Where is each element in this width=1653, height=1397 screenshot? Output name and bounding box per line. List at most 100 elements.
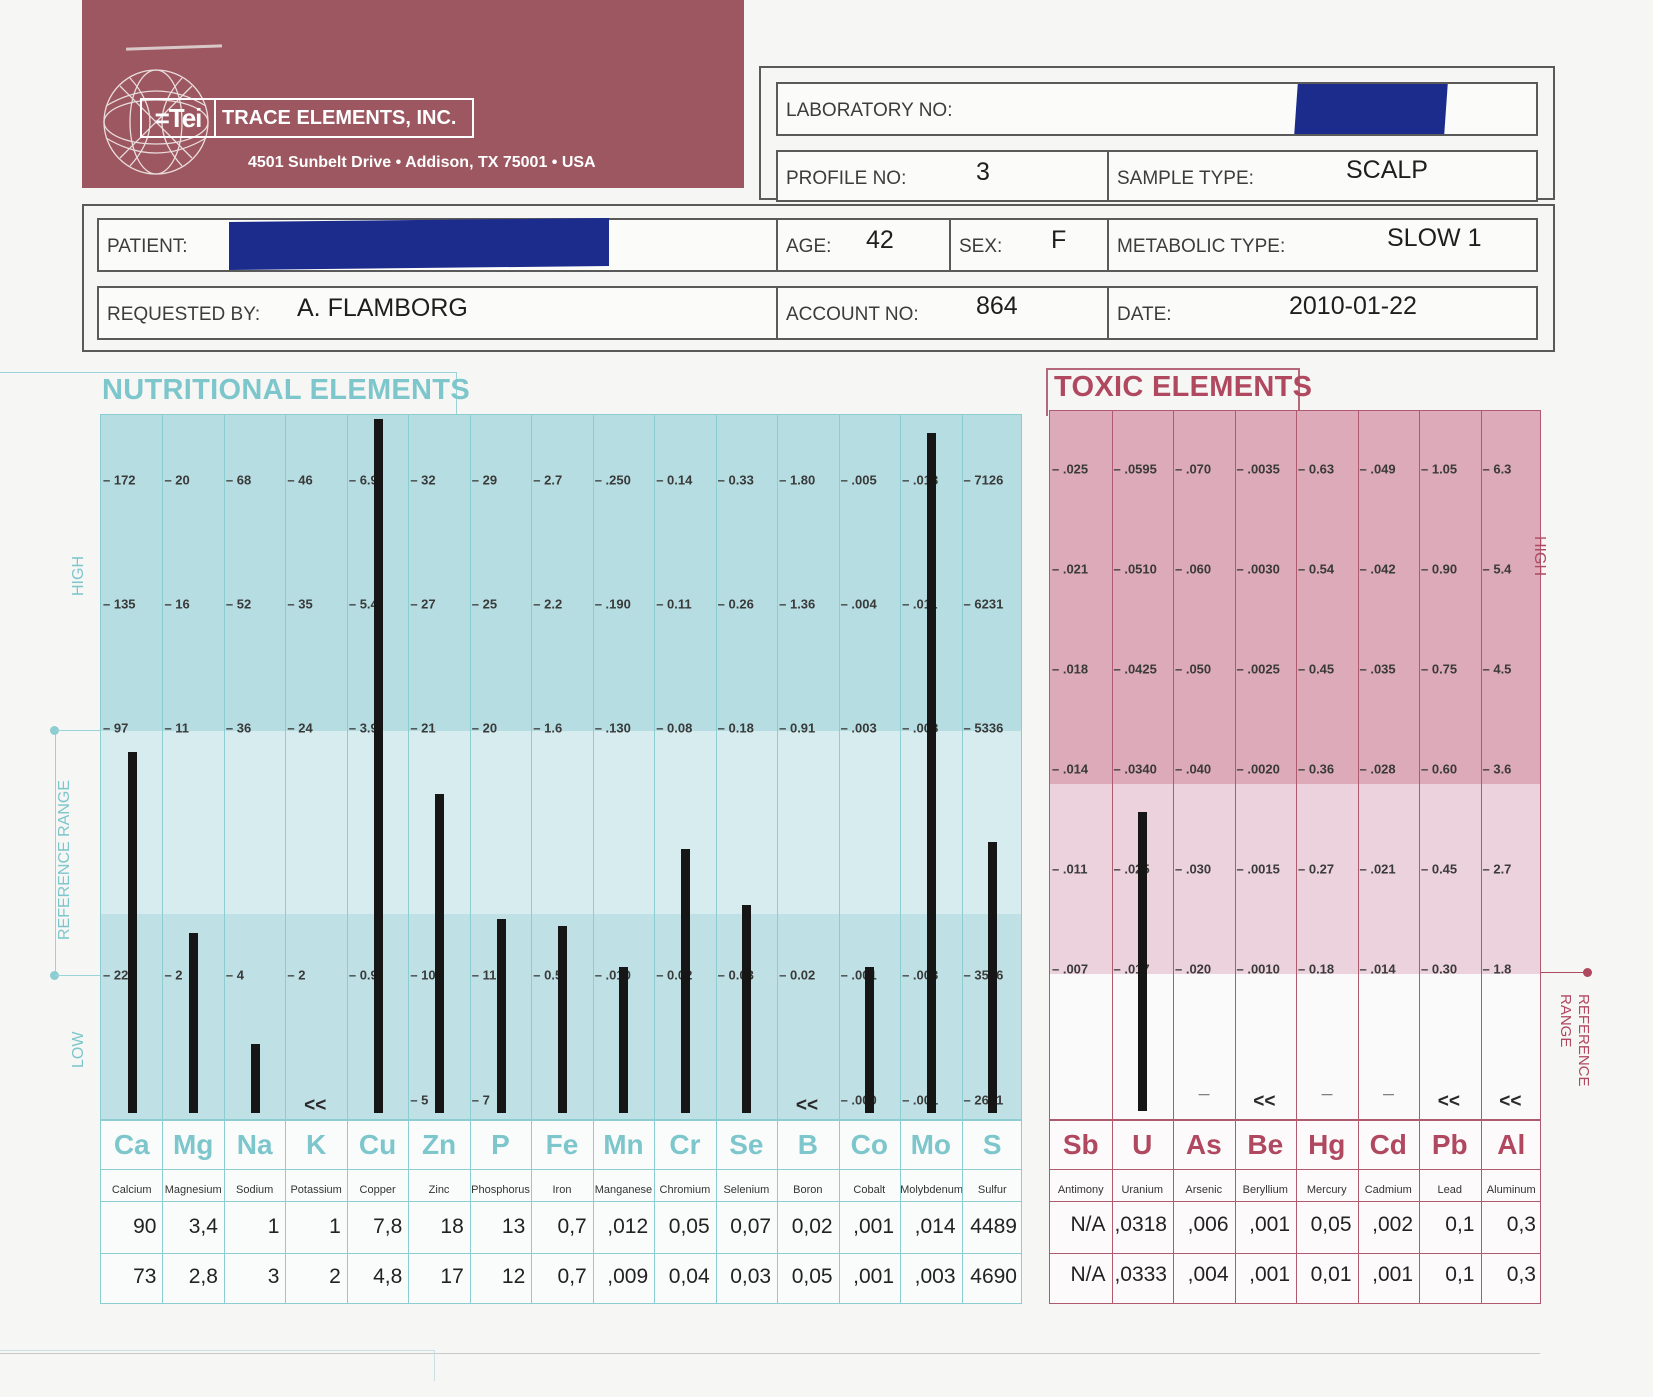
tick-label: – 27: [410, 596, 436, 612]
column-divider: [1234, 411, 1236, 1119]
tick-label: – 0.90: [1421, 561, 1458, 577]
result-value: 7,8: [373, 1215, 403, 1238]
previous-result-value: 0,03: [730, 1265, 772, 1288]
tick-label: – 1.36: [779, 596, 816, 612]
tick-label: – 172: [103, 472, 136, 488]
element-name: Mercury: [1306, 1184, 1347, 1196]
tick-label: – .0030: [1236, 561, 1280, 577]
column-divider: [346, 1121, 348, 1303]
nutritional-results-table: Ca Calcium 90 73 Mg Magnesium 3,4 2,8 Na Sodium 1 3…: [100, 1120, 1022, 1304]
tick-label: – 32: [410, 472, 436, 488]
tick-label: – 52: [225, 596, 252, 612]
requested-by-value: A. FLAMBORG: [297, 294, 468, 322]
element-name: Magnesium: [164, 1184, 222, 1196]
column-divider: [1419, 1121, 1420, 1303]
previous-result-value: ,009: [607, 1265, 649, 1288]
previous-result-value: 17: [440, 1265, 464, 1288]
tick-label: – .060: [1175, 561, 1212, 577]
element-symbol: Sb: [1062, 1129, 1099, 1160]
tick-label: – 0.9: [348, 967, 378, 983]
column-divider: [408, 1121, 410, 1303]
element-symbol: Be: [1247, 1129, 1284, 1160]
result-bar: [926, 432, 936, 1113]
element-name: Zinc: [428, 1184, 450, 1196]
reference-band: [101, 731, 1021, 914]
previous-result-value: N/A: [1070, 1263, 1106, 1286]
tick-label: – .070: [1175, 461, 1212, 477]
column-divider: [1296, 1121, 1297, 1303]
bottom-bleed-tab: [0, 1350, 435, 1381]
tick-label: – 4: [225, 967, 244, 983]
result-value: 90: [133, 1215, 157, 1238]
requested-by-label: REQUESTED BY:: [107, 304, 261, 325]
element-name: Boron: [793, 1184, 823, 1196]
element-symbol: P: [491, 1129, 510, 1160]
element-name: Selenium: [723, 1184, 770, 1196]
column-divider: [961, 1121, 963, 1303]
column-divider: [838, 415, 840, 1119]
logo-mark: =Tei: [142, 100, 216, 136]
element-name: Potassium: [290, 1184, 342, 1196]
tick-label: – .0010: [1236, 961, 1280, 977]
element-symbol: U: [1132, 1129, 1153, 1160]
element-symbol: Cd: [1369, 1129, 1407, 1160]
previous-result-value: 73: [133, 1265, 157, 1288]
tick-label: – 25: [471, 596, 498, 612]
tick-label: – 0.18: [1298, 961, 1335, 977]
element-symbol: Ca: [113, 1129, 150, 1160]
tick-label: – .0025: [1236, 661, 1280, 677]
tick-label: – .004: [840, 596, 877, 612]
column-divider: [592, 415, 594, 1119]
nutritional-title: NUTRITIONAL ELEMENTS: [102, 374, 470, 406]
column-divider: [900, 415, 902, 1119]
reference-top-line: [55, 730, 100, 731]
company-logo: =Tei TRACE ELEMENTS, INC.: [140, 98, 474, 138]
column-divider: [777, 1121, 779, 1303]
tick-label: – .0425: [1113, 661, 1157, 677]
redaction-mark: [229, 218, 609, 270]
tick-label: – 0.75: [1421, 661, 1458, 677]
tick-label: – 0.54: [1298, 561, 1335, 577]
element-symbol: Zn: [421, 1129, 457, 1160]
patient-label: PATIENT:: [107, 236, 188, 257]
element-symbol: S: [982, 1129, 1002, 1160]
tick-label: – 3.6: [1482, 761, 1512, 777]
previous-result-value: 0,3: [1506, 1263, 1536, 1286]
high-band: [1050, 411, 1540, 784]
age-cell: AGE: 42: [776, 218, 951, 272]
result-value: 0,1: [1445, 1213, 1475, 1236]
reference-band: [1050, 784, 1540, 974]
previous-result-value: 0,01: [1310, 1263, 1352, 1286]
tick-label: – 2: [287, 967, 306, 983]
reference-bottom-line: [55, 975, 100, 976]
tick-label: – .0510: [1113, 561, 1157, 577]
column-divider: [900, 1121, 902, 1303]
result-value: ,014: [914, 1215, 956, 1238]
sex-label: SEX:: [959, 236, 1003, 257]
toxic-title: TOXIC ELEMENTS: [1054, 371, 1313, 403]
tick-label: – 2.2: [533, 596, 563, 612]
tick-label: – .130: [594, 720, 631, 736]
element-symbol: Mn: [603, 1129, 644, 1160]
element-name: Cobalt: [853, 1184, 886, 1196]
column-divider: [838, 1121, 840, 1303]
tick-label: – 6.9: [348, 472, 378, 488]
tick-label: – .035: [1359, 661, 1396, 677]
age-label: AGE:: [786, 236, 832, 257]
tick-label: – 24: [287, 720, 313, 736]
previous-result-value: ,001: [1249, 1263, 1290, 1286]
nutritional-title-tab: [0, 372, 457, 417]
tick-label: – .049: [1359, 461, 1396, 477]
tick-label: – .040: [1175, 761, 1212, 777]
result-value: 0,05: [668, 1215, 710, 1238]
tick-label: – .028: [1359, 761, 1396, 777]
tick-label: – 1.80: [779, 472, 816, 488]
result-bar: [988, 842, 998, 1113]
previous-result-value: ,003: [914, 1265, 956, 1288]
result-bar: [435, 793, 445, 1113]
tick-label: – .030: [1175, 861, 1212, 877]
previous-result-value: 0,7: [557, 1265, 587, 1288]
tick-label: – 5.4: [348, 596, 378, 612]
redaction-mark: [1294, 84, 1448, 134]
tick-label: – 0.27: [1298, 861, 1335, 877]
